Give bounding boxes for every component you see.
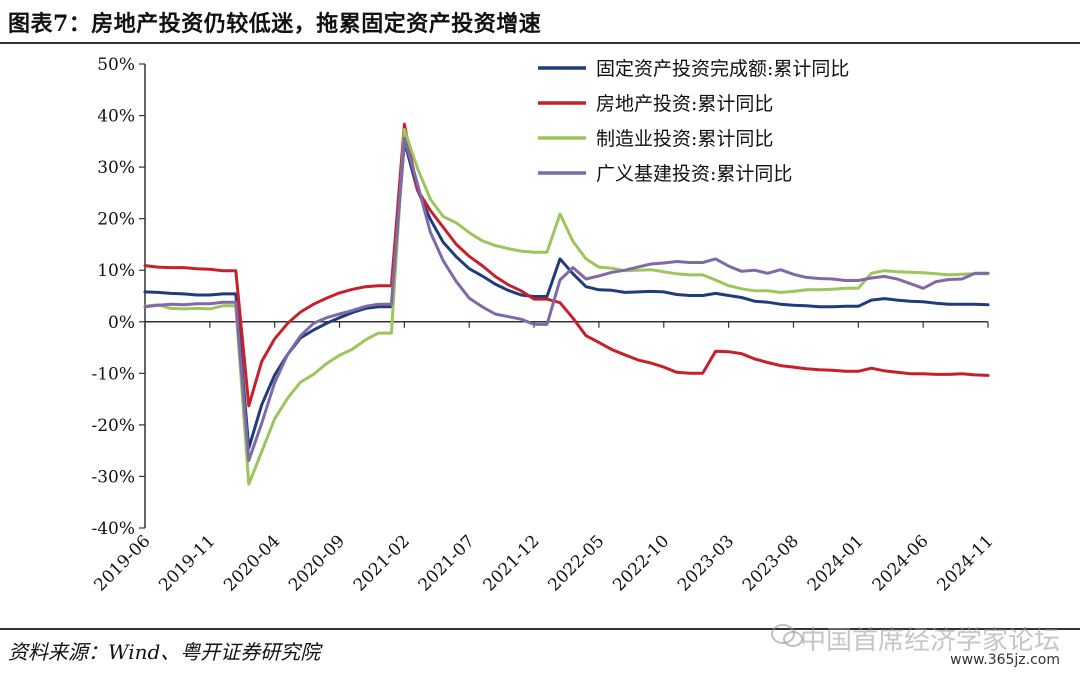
x-tick-label: 2020-09 [285, 531, 349, 595]
legend-label-2: 房地产投资:累计同比 [596, 93, 773, 115]
y-tick-label: 20% [97, 210, 135, 230]
watermark: 中国首席经济学家论坛 www.365jz.com [708, 618, 1068, 672]
x-tick-label: 2023-08 [739, 531, 803, 595]
y-tick-label: -20% [91, 416, 135, 436]
x-tick-label: 2021-07 [415, 531, 479, 595]
watermark-url: www.365jz.com [946, 652, 1064, 668]
y-tick-label: -10% [91, 364, 135, 384]
chart-title: 图表7：房地产投资仍较低迷，拖累固定资产投资增速 [8, 11, 542, 37]
footer-divider [0, 628, 1080, 630]
x-tick-label: 2019-11 [155, 531, 219, 595]
x-tick-label: 2022-05 [544, 531, 608, 595]
x-tick-label: 2024-06 [869, 531, 933, 595]
series-layer [143, 122, 990, 486]
series-line-3 [143, 128, 990, 486]
x-tick-label: 2022-10 [609, 531, 673, 595]
x-tick-label: 2023-03 [674, 531, 738, 595]
legend-label-4: 广义基建投资:累计同比 [596, 163, 792, 185]
y-tick-label: 0% [108, 313, 135, 333]
legend-label-3: 制造业投资:累计同比 [596, 128, 773, 150]
y-tick-label: -40% [91, 519, 135, 539]
x-tick-label: 2021-02 [350, 531, 414, 595]
y-tick-label: 30% [97, 158, 135, 178]
y-tick-label: 10% [97, 261, 135, 281]
y-tick-label: -30% [91, 467, 135, 487]
watermark-text: 中国首席经济学家论坛 [799, 626, 1060, 656]
series-line-4 [143, 136, 990, 462]
y-tick-label: 40% [97, 107, 135, 127]
y-tick-label: 50% [97, 55, 135, 75]
source-note: 资料来源：Wind、粤开证券研究院 [8, 640, 321, 664]
series-line-1 [143, 139, 990, 450]
line-chart: -40% -30% -20% -10% 0% 10% 20% 30% 40% 50% 2019-06… [90, 55, 997, 595]
chart-legend: 固定资产投资完成额:累计同比房地产投资:累计同比制造业投资:累计同比广义基建投资… [538, 58, 849, 185]
x-tick-label: 2024-11 [933, 531, 997, 595]
wechat-icon [771, 624, 803, 647]
x-tick-label: 2020-04 [220, 531, 284, 595]
x-tick-label: 2019-06 [90, 531, 154, 595]
header-divider [0, 42, 1080, 44]
legend-label-1: 固定资产投资完成额:累计同比 [596, 58, 849, 80]
series-line-2 [143, 122, 990, 408]
x-tick-label: 2024-01 [804, 531, 868, 595]
x-tick-label: 2021-12 [480, 531, 544, 595]
